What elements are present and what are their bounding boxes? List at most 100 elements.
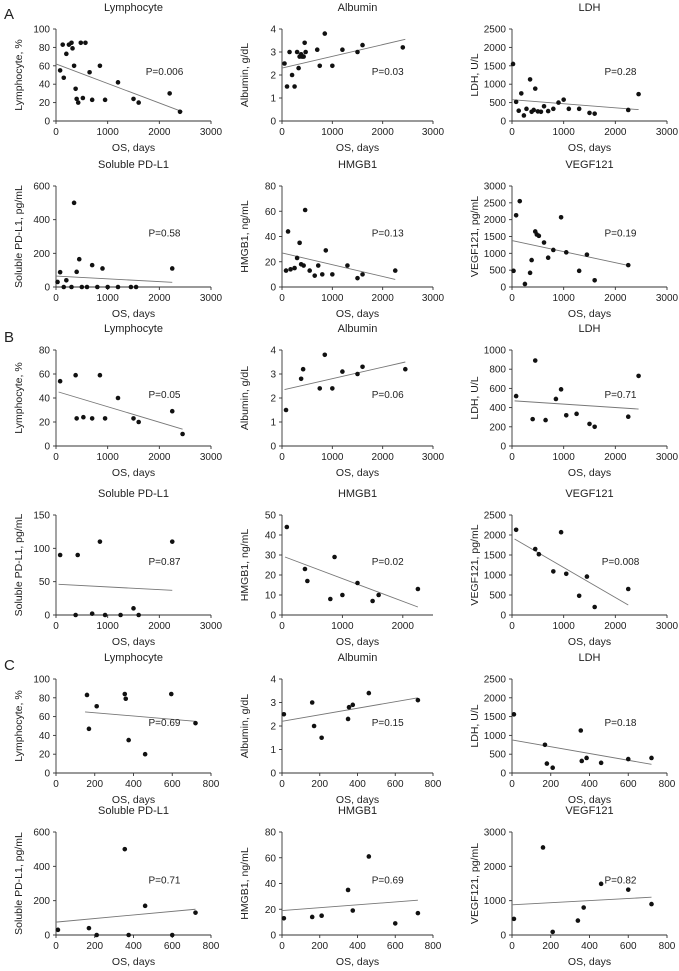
y-tick-label: 0 bbox=[270, 283, 276, 294]
x-tick-label: 0 bbox=[509, 127, 515, 138]
data-point bbox=[319, 913, 324, 918]
data-point bbox=[115, 80, 121, 85]
data-point bbox=[118, 612, 123, 618]
data-point bbox=[61, 284, 67, 290]
data-point bbox=[332, 554, 337, 560]
y-axis-label: Soluble PD-L1, pg/mL bbox=[13, 513, 25, 616]
x-tick-label: 3000 bbox=[656, 452, 679, 463]
data-point bbox=[298, 376, 304, 382]
data-point bbox=[532, 546, 538, 552]
p-value-label: P=0.69 bbox=[372, 876, 404, 887]
data-point bbox=[566, 106, 572, 112]
data-point bbox=[392, 268, 398, 273]
x-axis-label: OS, days bbox=[336, 956, 379, 968]
data-point bbox=[309, 700, 315, 705]
data-point bbox=[340, 369, 345, 374]
data-point bbox=[521, 113, 527, 118]
data-point bbox=[319, 272, 325, 277]
data-point bbox=[574, 411, 579, 417]
y-tick-label: 200 bbox=[33, 249, 50, 260]
plot-C-pdl1: Soluble PD-L1 0 200 400 600 800 0 200 400 600 OS, … bbox=[13, 805, 220, 968]
data-point bbox=[366, 690, 372, 696]
x-tick-label: 600 bbox=[164, 779, 181, 790]
x-tick-label: 0 bbox=[279, 621, 285, 632]
data-point bbox=[545, 108, 551, 114]
plot-title: Lymphocyte bbox=[104, 323, 163, 335]
data-point bbox=[131, 606, 136, 611]
data-point bbox=[516, 108, 522, 113]
y-axis-label: VEGF121, pg/mL bbox=[469, 843, 481, 924]
plot-title: Albumin bbox=[338, 2, 378, 14]
x-tick-label: 1000 bbox=[97, 293, 120, 304]
data-point bbox=[283, 407, 289, 413]
y-tick-label: 2000 bbox=[484, 693, 507, 704]
data-point bbox=[315, 263, 321, 268]
y-tick-label: 60 bbox=[39, 61, 51, 72]
x-axis-label: OS, days bbox=[112, 794, 155, 806]
data-point bbox=[102, 612, 108, 618]
regression-line bbox=[514, 538, 629, 606]
y-tick-label: 60 bbox=[265, 207, 277, 218]
regression-line bbox=[58, 583, 173, 591]
data-point bbox=[584, 755, 589, 761]
y-tick-label: 1000 bbox=[484, 571, 507, 582]
data-point bbox=[403, 366, 408, 372]
data-point bbox=[86, 925, 92, 931]
x-tick-label: 200 bbox=[542, 779, 559, 790]
x-axis-label: OS, days bbox=[112, 467, 155, 479]
data-point bbox=[89, 611, 95, 616]
data-point bbox=[64, 51, 69, 57]
data-point bbox=[400, 45, 406, 50]
y-tick-label: 1000 bbox=[484, 346, 507, 357]
plot-title: Lymphocyte bbox=[104, 652, 163, 664]
data-point bbox=[81, 414, 86, 420]
plot-title: LDH bbox=[578, 652, 600, 664]
data-point bbox=[86, 726, 92, 732]
data-point bbox=[551, 247, 556, 253]
data-point bbox=[360, 364, 365, 370]
x-axis-label: OS, days bbox=[112, 142, 155, 154]
y-tick-label: 0 bbox=[500, 283, 506, 294]
data-point bbox=[292, 84, 297, 89]
data-point bbox=[345, 716, 351, 722]
p-value-label: P=0.19 bbox=[605, 229, 637, 240]
x-tick-label: 3000 bbox=[422, 127, 445, 138]
data-point bbox=[80, 95, 86, 101]
panel-letter-C: C bbox=[4, 657, 15, 674]
data-point bbox=[307, 268, 312, 273]
plot-title: HMGB1 bbox=[338, 159, 377, 171]
data-point bbox=[649, 755, 654, 761]
x-tick-label: 3000 bbox=[200, 127, 223, 138]
x-tick-label: 400 bbox=[349, 941, 366, 952]
y-tick-label: 40 bbox=[39, 80, 51, 91]
data-point bbox=[550, 929, 555, 935]
y-tick-label: 3 bbox=[270, 370, 276, 381]
x-tick-label: 0 bbox=[509, 452, 515, 463]
data-point bbox=[355, 49, 360, 55]
plot-title: VEGF121 bbox=[565, 805, 613, 817]
data-point bbox=[281, 711, 287, 717]
p-value-label: P=0.71 bbox=[605, 390, 637, 401]
p-value-label: P=0.15 bbox=[372, 718, 404, 729]
y-axis-label: Albumin, g/dL bbox=[239, 43, 251, 107]
plot-A-hmgb1: HMGB1 0 1000 2000 3000 0 20 40 60 80 OS, days HMGB1… bbox=[239, 159, 445, 320]
data-point bbox=[136, 419, 141, 425]
y-axis-label: Lymphocyte, % bbox=[13, 690, 25, 761]
x-tick-label: 2000 bbox=[604, 127, 627, 138]
plot-B-albumin: Albumin 0 1000 2000 3000 0 1 2 3 4 OS, days Albumin… bbox=[239, 323, 445, 479]
plot-A-vegf121: VEGF121 0 1000 2000 3000 0 500 1000 1500 2000 2500… bbox=[469, 159, 679, 320]
x-tick-label: 0 bbox=[279, 779, 285, 790]
data-point bbox=[558, 387, 564, 392]
y-tick-label: 3 bbox=[270, 48, 276, 59]
data-point bbox=[513, 527, 519, 533]
plot-title: Soluble PD-L1 bbox=[98, 805, 169, 817]
p-value-label: P=0.008 bbox=[602, 557, 640, 568]
y-tick-label: 1 bbox=[270, 745, 276, 756]
y-tick-label: 2500 bbox=[484, 675, 507, 686]
plot-B-ldh: LDH 0 1000 2000 3000 0 200 400 600 800 1000 OS, day… bbox=[469, 323, 679, 479]
plot-title: Lymphocyte bbox=[104, 2, 163, 14]
x-tick-label: 2000 bbox=[604, 452, 627, 463]
data-point bbox=[355, 275, 360, 281]
data-point bbox=[294, 49, 300, 55]
plot-B-pdl1: Soluble PD-L1 0 1000 2000 3000 0 50 100 150 OS, d… bbox=[13, 488, 223, 648]
